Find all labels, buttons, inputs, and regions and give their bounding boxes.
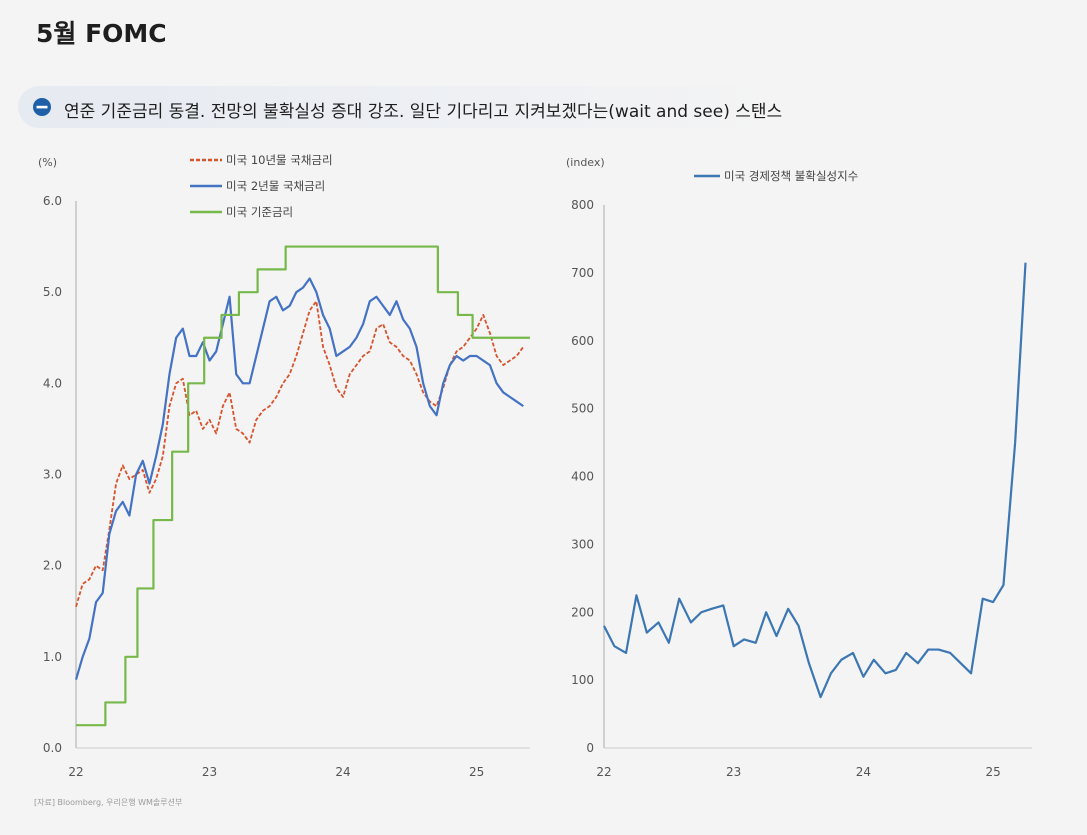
info-icon (33, 98, 51, 116)
x-tick-label: 24 (335, 765, 350, 779)
x-tick-label: 24 (856, 765, 871, 779)
y-tick-label: 3.0 (43, 468, 62, 482)
x-tick-label: 23 (202, 765, 217, 779)
y-tick-label: 4.0 (43, 376, 62, 390)
y-tick-label: 5.0 (43, 285, 62, 299)
legend-label: 미국 2년물 국채금리 (226, 179, 325, 193)
x-tick-label: 22 (68, 765, 83, 779)
y-tick-label: 700 (571, 266, 594, 280)
y-tick-label: 200 (571, 605, 594, 619)
headline-banner (18, 86, 788, 128)
legend-label: 미국 경제정책 불확실성지수 (724, 169, 858, 183)
y-tick-label: 100 (571, 673, 594, 687)
y-tick-label: 500 (571, 402, 594, 416)
y-tick-label: 2.0 (43, 559, 62, 573)
y-tick-label: 0.0 (43, 741, 62, 755)
y-tick-label: 0 (586, 741, 594, 755)
y-tick-label: 1.0 (43, 650, 62, 664)
x-tick-label: 25 (469, 765, 484, 779)
x-tick-label: 25 (985, 765, 1000, 779)
series-line (75, 300, 525, 607)
legend-label: 미국 기준금리 (226, 205, 293, 219)
y-unit-label: (%) (38, 156, 57, 169)
page-title: 5월 FOMC (36, 19, 167, 48)
y-tick-label: 800 (571, 198, 594, 212)
series-line (76, 245, 530, 727)
y-tick-label: 300 (571, 537, 594, 551)
series-line (74, 277, 524, 680)
source-note: [자료] Bloomberg, 우리은행 WM솔루션부 (34, 798, 183, 807)
y-unit-label: (index) (566, 156, 605, 169)
legend-label: 미국 10년물 국채금리 (226, 153, 333, 167)
x-tick-label: 22 (596, 765, 611, 779)
series-line (603, 262, 1027, 699)
headline-text: 연준 기준금리 동결. 전망의 불확실성 증대 강조. 일단 기다리고 지켜보겠… (64, 102, 783, 122)
y-tick-label: 6.0 (43, 194, 62, 208)
y-tick-label: 600 (571, 334, 594, 348)
x-tick-label: 23 (726, 765, 741, 779)
y-tick-label: 400 (571, 470, 594, 484)
